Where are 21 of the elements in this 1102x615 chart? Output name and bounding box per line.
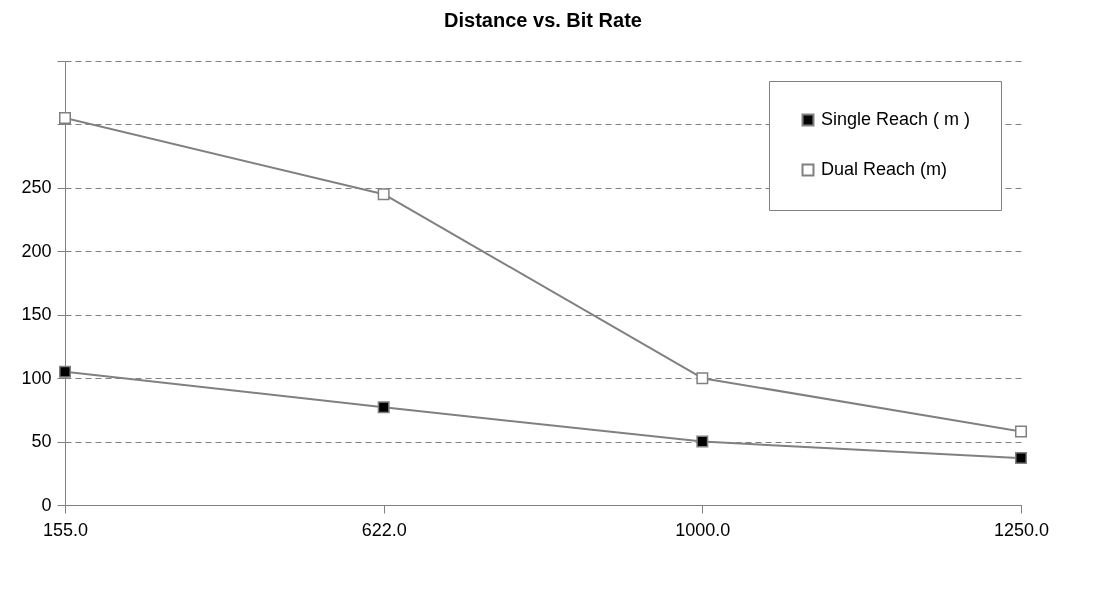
chart-title: Distance vs. Bit Rate: [444, 8, 642, 31]
point: [1015, 425, 1027, 438]
y-tick-label: 250: [21, 177, 52, 198]
point: [377, 401, 390, 414]
y-tick-label: 50: [31, 431, 52, 452]
x-tick-label: 1250.0: [993, 519, 1050, 540]
point: [696, 372, 709, 385]
point: [696, 435, 709, 448]
point: [377, 188, 390, 201]
x-tick-label: 622.0: [361, 519, 407, 540]
y-tick-label: 100: [21, 367, 52, 388]
legend-label: Single Reach ( m ): [821, 109, 971, 129]
legend-label: Dual Reach (m): [821, 159, 948, 179]
point: [59, 365, 71, 378]
y-tick-label: 200: [21, 240, 52, 261]
x-tick-label: 155.0: [42, 519, 89, 540]
x-tick-label: 1000.0: [675, 519, 731, 540]
y-tick-label: 0: [41, 494, 52, 515]
y-tick-label: 150: [21, 304, 52, 325]
point: [1015, 452, 1027, 465]
point: [59, 112, 71, 125]
